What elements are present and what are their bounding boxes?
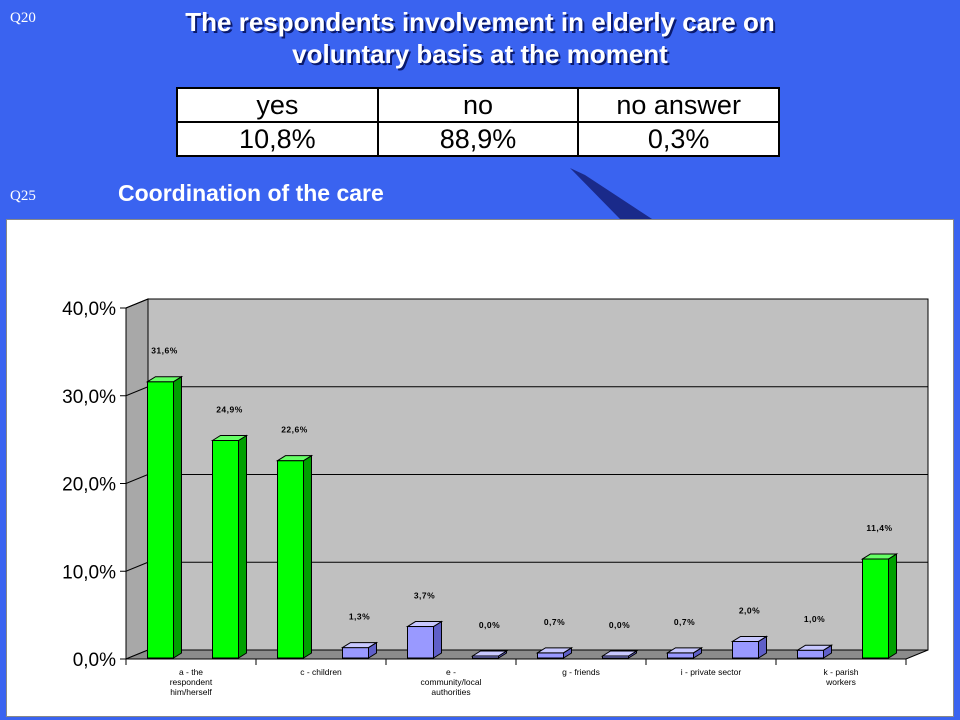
table-header-cell: no answer	[577, 87, 780, 123]
bar	[470, 650, 509, 659]
bar-data-label: 0,0%	[479, 620, 500, 630]
bar	[405, 620, 444, 659]
swoosh-shape	[570, 168, 652, 219]
bar-top	[860, 553, 899, 560]
chart-panel: 0,0% 10,0% 20,0% 30,0% 40,0% 31,6% 24,9% 22,6% 1…	[6, 219, 954, 717]
table-value-row: 10,8% 88,9% 0,3%	[176, 121, 780, 157]
bar	[860, 553, 899, 659]
y-tick-label: 30,0%	[62, 387, 116, 408]
x-category-label: c - children	[300, 667, 342, 677]
x-category-label: g - friends	[562, 667, 600, 677]
bar-top	[535, 647, 574, 654]
slide-title-line-2: voluntary basis at the moment	[292, 39, 668, 69]
bar-side	[888, 553, 897, 659]
bar-top	[210, 435, 249, 442]
bar-data-label: 1,3%	[349, 612, 370, 622]
bar	[730, 635, 769, 659]
x-category-label: community/local	[421, 677, 482, 687]
bar-front	[797, 649, 824, 659]
bar-chart: 0,0% 10,0% 20,0% 30,0% 40,0% 31,6% 24,9% 22,6% 1…	[62, 298, 929, 697]
table-value-cell: 10,8%	[176, 121, 379, 157]
bar-data-label: 24,9%	[216, 405, 243, 415]
question-label-q20: Q20	[10, 10, 36, 26]
bar-side	[303, 454, 312, 659]
slide-title-line-1: The respondents involvement in elderly c…	[185, 7, 775, 37]
question-label-q25: Q25	[10, 188, 36, 204]
bar-front	[407, 626, 434, 659]
bar-data-label: 0,7%	[544, 617, 565, 627]
bar-front	[537, 652, 564, 659]
bar-data-label: 22,6%	[281, 425, 308, 435]
y-tick-label: 0,0%	[73, 650, 116, 671]
bar-top	[340, 642, 379, 649]
x-category-label: workers	[825, 677, 856, 687]
bar	[795, 644, 834, 659]
bar-front	[212, 440, 239, 659]
bar-top	[470, 650, 509, 657]
gridline-side	[125, 386, 149, 397]
bar-data-label: 3,7%	[414, 591, 435, 601]
table-header-cell: no	[376, 87, 580, 123]
table-header-cell: yes	[176, 87, 379, 123]
bar-front	[862, 558, 889, 659]
bar	[340, 641, 379, 659]
x-category-label: k - parish	[824, 667, 859, 677]
y-tick-label: 10,0%	[62, 562, 116, 583]
bar-data-label: 31,6%	[151, 346, 178, 356]
bar-data-label: 0,0%	[609, 620, 630, 630]
bar-side	[238, 434, 247, 659]
bar	[600, 650, 639, 659]
bar	[145, 375, 184, 659]
x-category-label: him/herself	[170, 687, 212, 697]
bar	[275, 454, 314, 659]
bar-side	[433, 620, 442, 659]
decorative-swoosh	[570, 168, 652, 219]
gridline-side	[125, 474, 149, 484]
bar	[535, 646, 574, 659]
bar-top	[405, 621, 444, 628]
chart-subtitle: Coordination of the care	[118, 180, 384, 206]
bar-front	[147, 381, 174, 659]
bar	[210, 434, 249, 659]
bar	[665, 646, 704, 659]
x-category-label: authorities	[431, 687, 470, 697]
bar-side	[173, 375, 182, 659]
bar-front	[667, 652, 694, 659]
bar-data-label: 1,0%	[804, 614, 825, 624]
x-category-label: e -	[446, 667, 456, 677]
x-category-label: a - the	[179, 667, 203, 677]
table-value-cell: 0,3%	[577, 121, 780, 157]
bar-front	[342, 647, 369, 659]
bar-data-label: 0,7%	[674, 617, 695, 627]
x-category-label: respondent	[170, 677, 213, 687]
bar-front	[732, 640, 759, 659]
bar-top	[275, 455, 314, 462]
bar-data-label: 11,4%	[866, 523, 892, 533]
bar-top	[730, 635, 769, 642]
bar-top	[665, 647, 704, 654]
table-header-row: yes no no answer	[176, 87, 780, 123]
bar-top	[600, 650, 639, 657]
bar-front	[277, 460, 304, 659]
gridline-side	[125, 298, 149, 309]
x-category-label: i - private sector	[681, 667, 742, 677]
table-value-cell: 88,9%	[376, 121, 580, 157]
y-tick-label: 40,0%	[62, 299, 116, 320]
gridline-side	[125, 561, 149, 572]
slide-title: The respondents involvement in elderly c…	[80, 6, 880, 70]
bar-top	[795, 644, 834, 651]
y-tick-label: 20,0%	[62, 475, 116, 496]
bar-top	[145, 376, 184, 383]
bar-data-label: 2,0%	[739, 605, 760, 615]
involvement-table: yes no no answer 10,8% 88,9% 0,3%	[176, 87, 780, 157]
